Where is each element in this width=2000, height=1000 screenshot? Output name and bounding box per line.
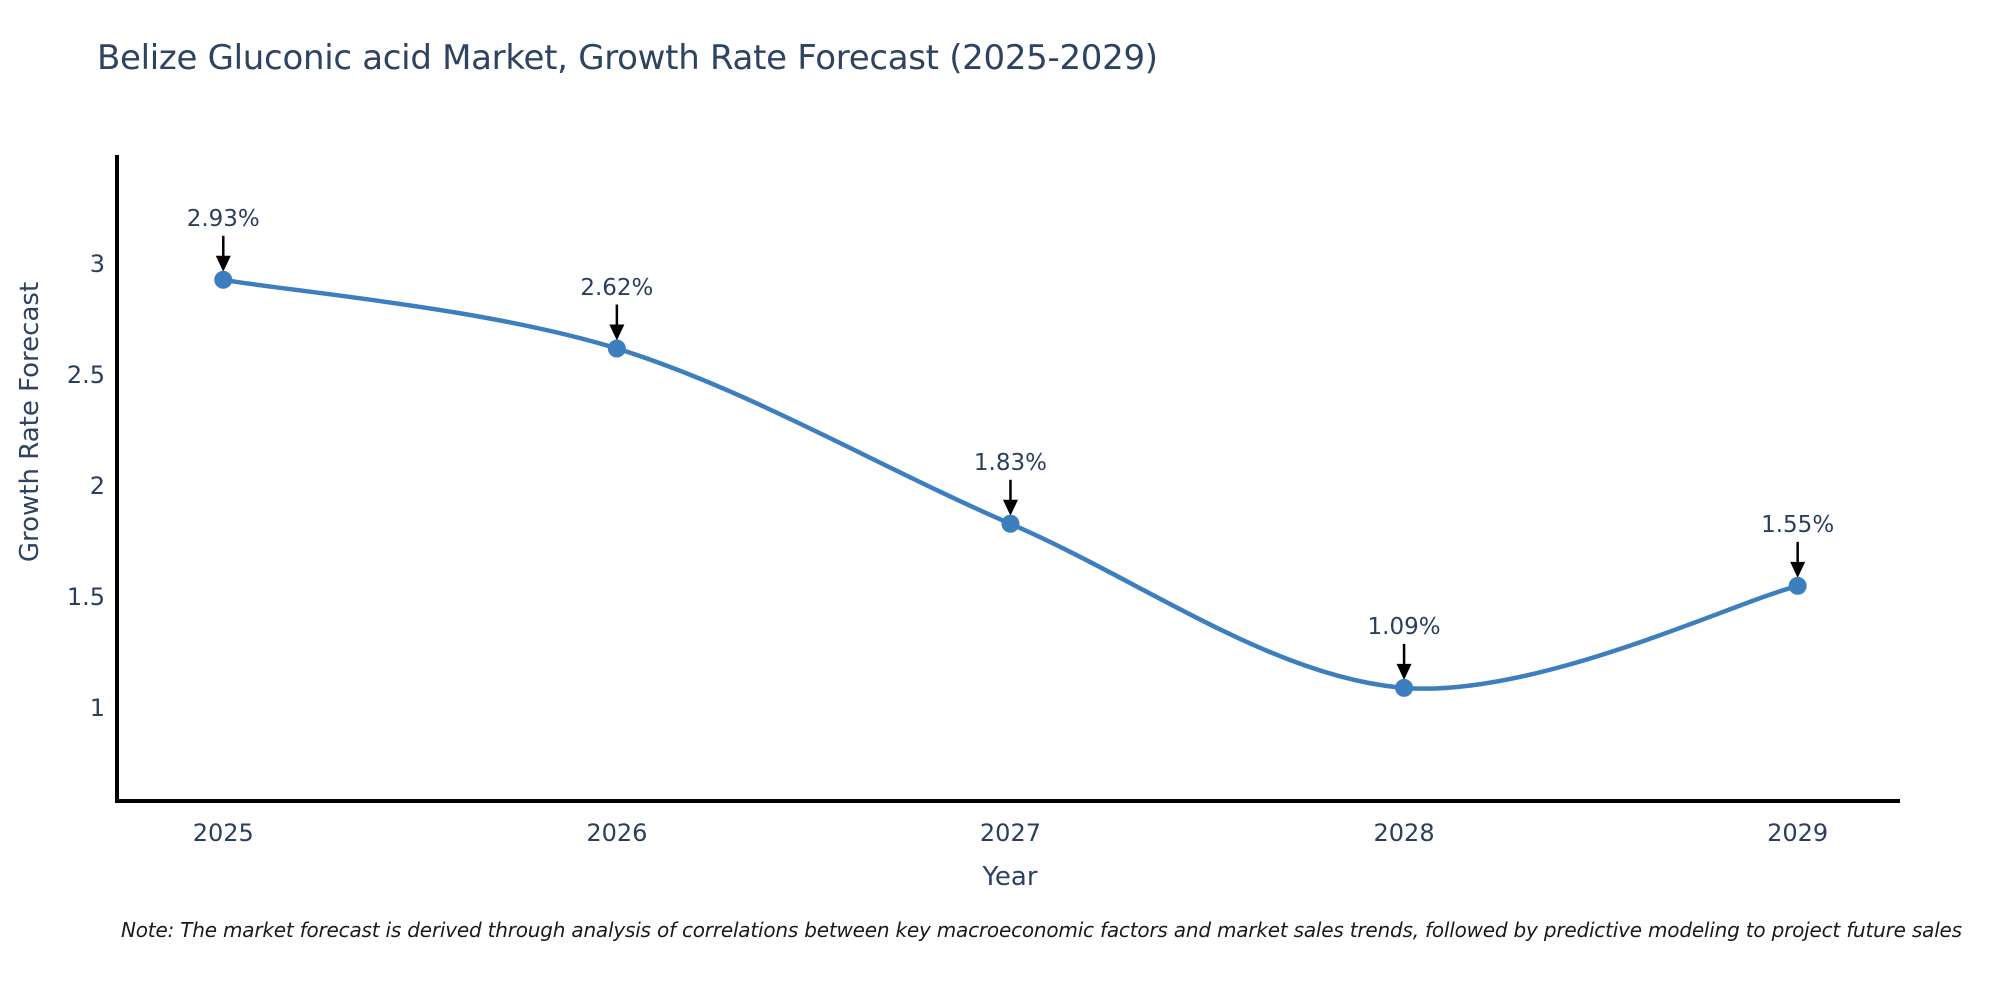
x-tick-label-2025: 2025 [192, 819, 254, 847]
data-point-2027 [1001, 514, 1020, 533]
y-tick-label-1_5: 1.5 [66, 582, 105, 611]
data-label-2026: 2.62% [580, 274, 654, 301]
x-tick-label-2027: 2027 [979, 819, 1041, 847]
y-tick-label-3: 3 [89, 250, 105, 279]
y-tick-label-1: 1 [89, 693, 105, 722]
x-tick-label-2028: 2028 [1373, 819, 1435, 847]
y-tick-label-2: 2 [89, 472, 105, 501]
data-point-2026 [607, 339, 626, 358]
annotation-arrow-head [215, 255, 231, 272]
annotation-arrow-head [1002, 499, 1018, 516]
data-point-2029 [1788, 576, 1807, 595]
data-label-2029: 1.55% [1761, 511, 1835, 538]
data-label-2028: 1.09% [1367, 613, 1441, 640]
annotation-arrow-head [1396, 663, 1412, 680]
data-point-2025 [214, 270, 233, 289]
annotation-arrow-head [609, 324, 625, 341]
annotation-arrow-head [1790, 561, 1806, 578]
data-label-2025: 2.93% [186, 205, 260, 232]
x-tick-label-2029: 2029 [1767, 819, 1829, 847]
footnote: Note: The market forecast is derived thr… [121, 918, 1962, 942]
x-tick-label-2026: 2026 [586, 819, 648, 847]
data-label-2027: 1.83% [973, 449, 1047, 476]
x-axis-title: Year [982, 862, 1038, 892]
y-axis-title: Growth Rate Forecast [15, 281, 45, 563]
y-tick-label-2_5: 2.5 [66, 361, 105, 390]
chart-title: Belize Gluconic acid Market, Growth Rate… [97, 38, 1158, 78]
data-point-2028 [1395, 678, 1414, 697]
